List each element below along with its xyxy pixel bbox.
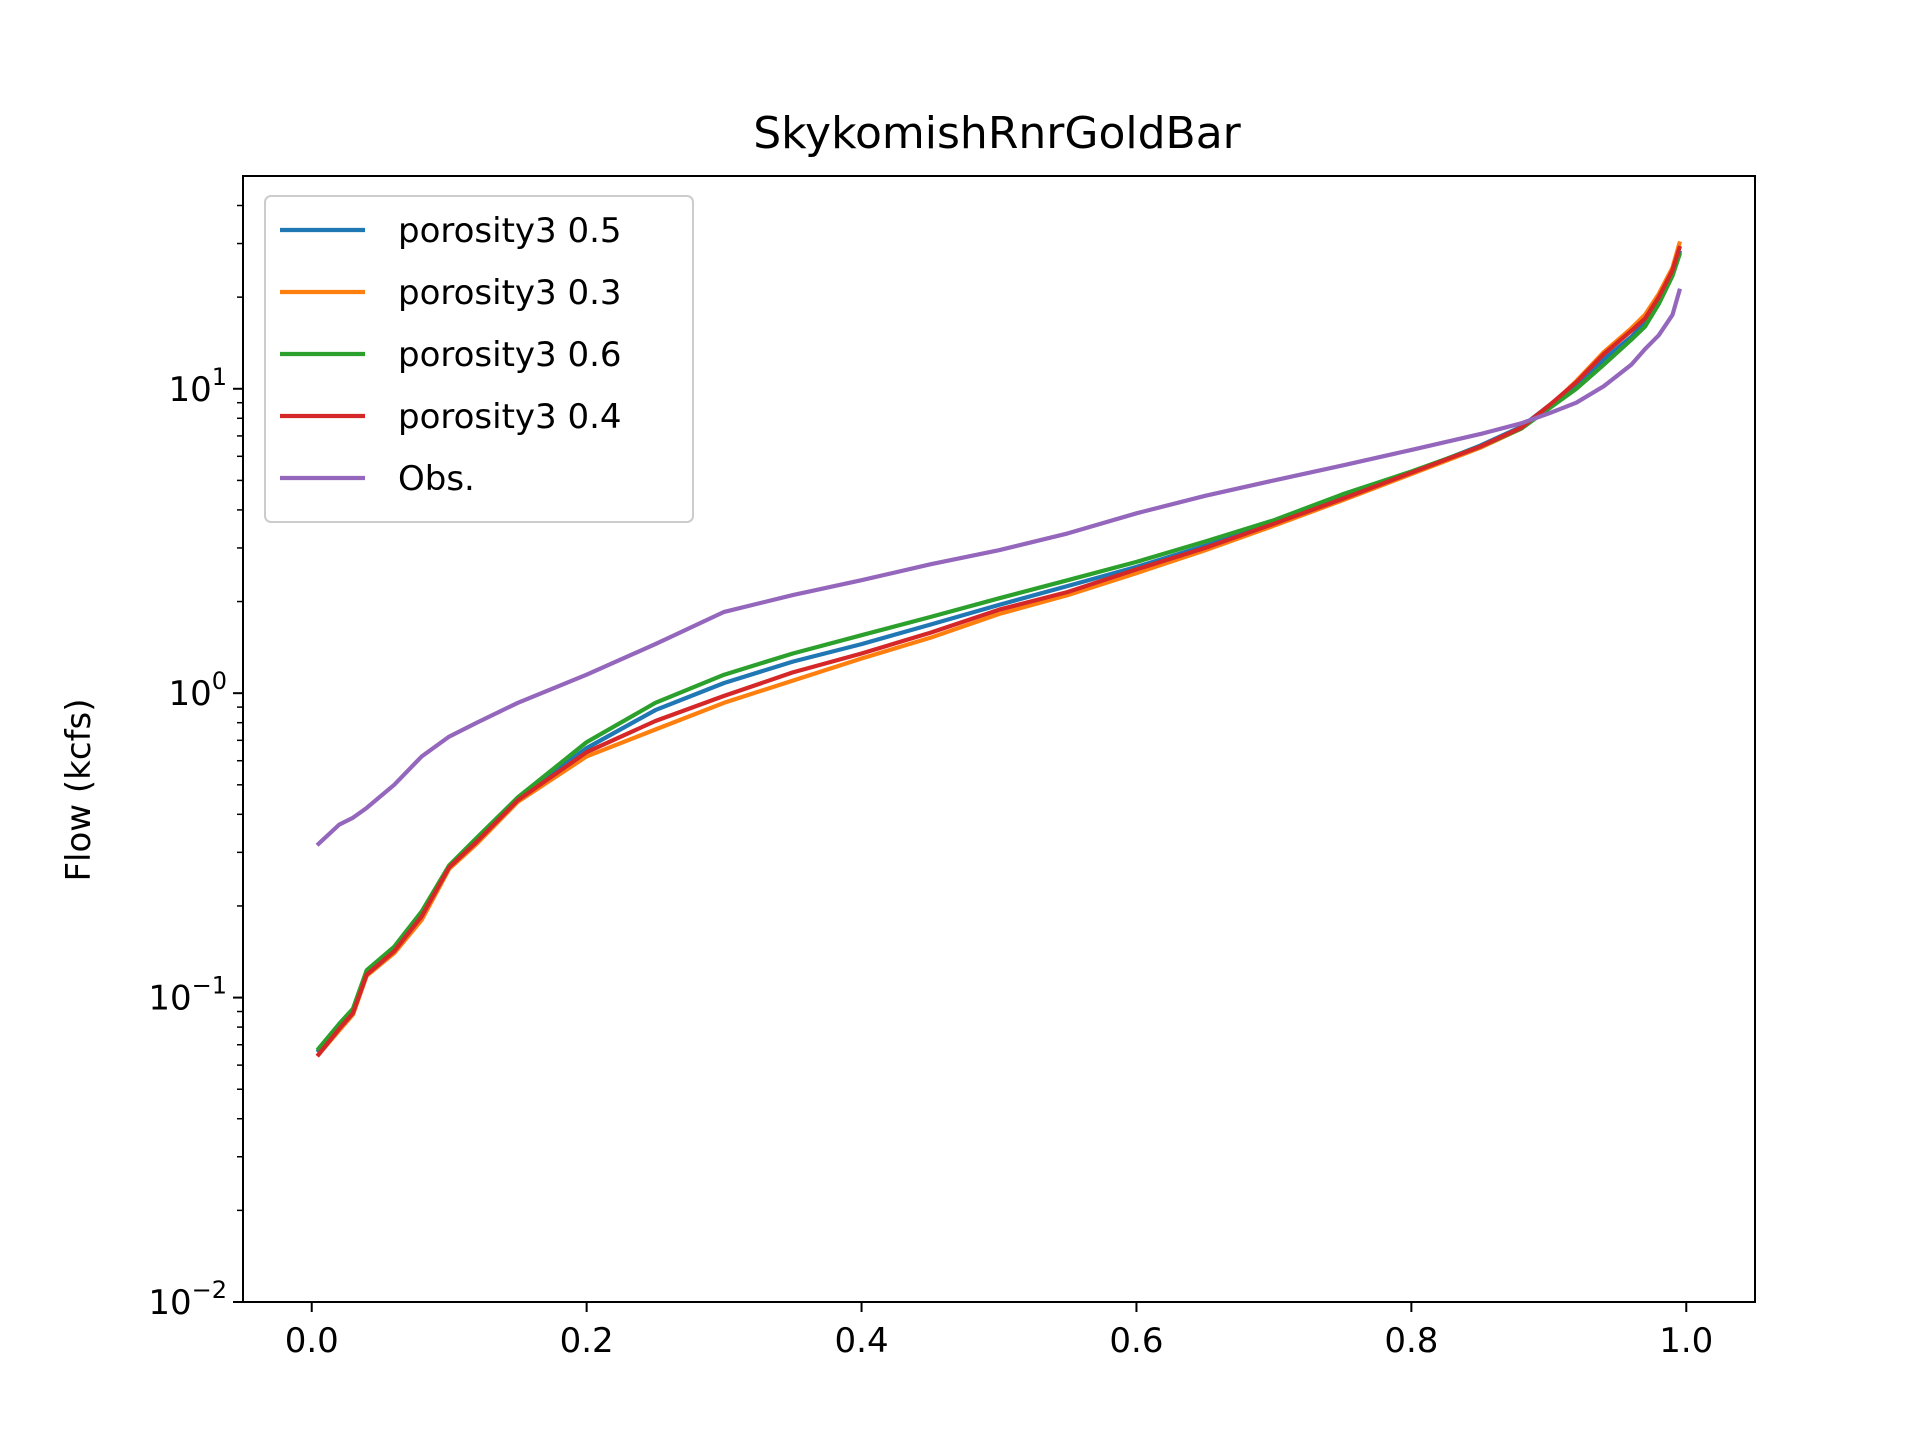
series-line-3: [315, 245, 1683, 1058]
chart-title: SkykomishRnrGoldBar: [753, 108, 1241, 159]
legend-label: porosity3 0.3: [398, 273, 622, 313]
y-axis-label: Flow (kcfs): [59, 698, 99, 881]
legend: porosity3 0.5 porosity3 0.3 porosity3 0.6 p…: [264, 195, 694, 523]
legend-label: Obs.: [398, 459, 475, 499]
legend-label: porosity3 0.5: [398, 211, 622, 251]
y-tick-label: 10−2: [148, 1276, 227, 1323]
series-line-4: [315, 288, 1682, 847]
series-line-2: [315, 252, 1683, 1052]
axes: 0.0 0.2 0.4 0.6 0.8 1.0 10−2 10−1 100 101: [148, 175, 1756, 1361]
x-tick-label: 0.4: [835, 1321, 889, 1361]
x-tick-label: 0.8: [1384, 1321, 1438, 1361]
x-tick-label: 0.0: [285, 1321, 339, 1361]
x-tick-label: 0.2: [560, 1321, 614, 1361]
y-tick-label: 100: [168, 667, 227, 714]
plot-area: [315, 240, 1683, 1058]
y-tick-label: 10−1: [148, 972, 227, 1019]
x-tick-label: 1.0: [1659, 1321, 1713, 1361]
legend-label: porosity3 0.4: [398, 397, 622, 437]
x-tick-label: 0.6: [1109, 1321, 1163, 1361]
legend-label: porosity3 0.6: [398, 335, 622, 375]
y-tick-label: 101: [168, 363, 227, 410]
legend-box: [264, 195, 694, 523]
axes-frame: [242, 175, 1756, 1303]
